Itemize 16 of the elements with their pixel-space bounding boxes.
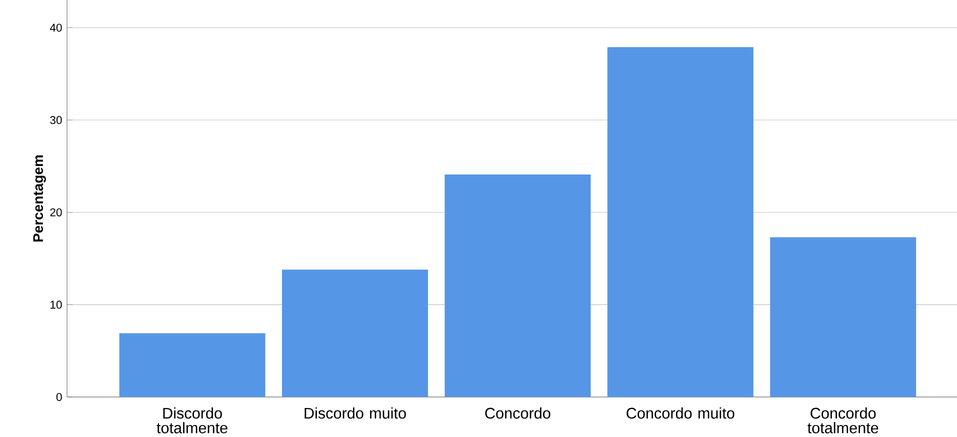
bar — [282, 270, 428, 397]
bar — [444, 174, 591, 397]
y-tick-label: 40 — [50, 24, 62, 32]
x-tick-label: Concordo — [485, 407, 550, 419]
bar — [607, 47, 754, 397]
x-tick-label: Discordo muito — [304, 407, 406, 419]
y-tick-label: 10 — [50, 300, 62, 309]
x-tick-label: Discordo totalmente — [156, 407, 228, 434]
y-axis-title: Percentagem — [33, 155, 46, 242]
x-tick-label: Concordo totalmente — [808, 407, 878, 434]
y-tick-label: 30 — [50, 116, 62, 124]
bar — [119, 333, 266, 397]
x-tick-label: Concordo muito — [626, 407, 734, 419]
y-tick-label: 20 — [50, 208, 62, 216]
bar — [770, 237, 916, 397]
y-tick-label: 0 — [56, 392, 62, 402]
